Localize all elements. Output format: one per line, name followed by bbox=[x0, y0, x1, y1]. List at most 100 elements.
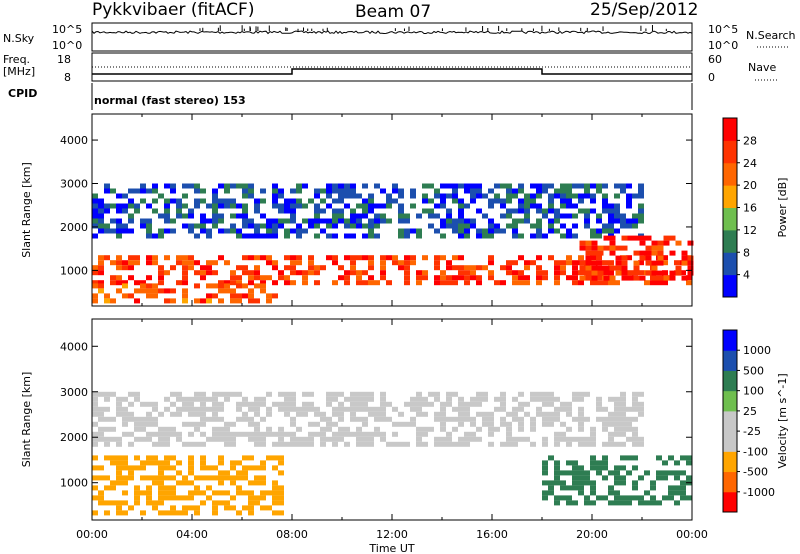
data-cell bbox=[662, 470, 668, 476]
data-cell bbox=[350, 233, 356, 239]
data-cell bbox=[434, 260, 440, 266]
data-cell bbox=[224, 436, 230, 442]
data-cell bbox=[206, 283, 212, 289]
data-cell bbox=[200, 270, 206, 276]
data-cell bbox=[188, 505, 194, 511]
data-cell bbox=[614, 218, 620, 224]
data-cell bbox=[590, 485, 596, 491]
data-cell bbox=[524, 208, 530, 214]
data-cell bbox=[548, 193, 554, 199]
data-cell bbox=[428, 208, 434, 214]
data-cell bbox=[446, 183, 452, 189]
data-cell bbox=[578, 183, 584, 189]
data-cell bbox=[416, 431, 422, 437]
velocity-colorbar-label: 500 bbox=[743, 364, 764, 377]
data-cell bbox=[404, 270, 410, 276]
data-cell bbox=[278, 441, 284, 447]
data-cell bbox=[116, 441, 122, 447]
data-cell bbox=[566, 203, 572, 209]
data-cell bbox=[254, 228, 260, 234]
data-cell bbox=[188, 406, 194, 412]
data-cell bbox=[518, 391, 524, 397]
data-cell bbox=[620, 441, 626, 447]
data-cell bbox=[428, 223, 434, 229]
data-cell bbox=[632, 193, 638, 199]
data-cell bbox=[614, 411, 620, 417]
data-cell bbox=[476, 228, 482, 234]
data-cell bbox=[296, 441, 302, 447]
data-cell bbox=[626, 218, 632, 224]
data-cell bbox=[560, 470, 566, 476]
data-cell bbox=[440, 441, 446, 447]
data-cell bbox=[572, 280, 578, 286]
data-cell bbox=[639, 235, 646, 241]
data-cell bbox=[200, 431, 206, 437]
data-cell bbox=[200, 198, 206, 204]
data-cell bbox=[464, 406, 470, 412]
data-cell bbox=[344, 188, 350, 194]
data-cell bbox=[560, 260, 566, 266]
data-cell bbox=[572, 396, 578, 402]
data-cell bbox=[260, 223, 266, 229]
data-cell bbox=[158, 228, 164, 234]
data-cell bbox=[200, 391, 206, 397]
data-cell bbox=[254, 421, 260, 427]
data-cell bbox=[332, 260, 338, 266]
data-cell bbox=[230, 421, 236, 427]
data-cell bbox=[326, 255, 332, 261]
data-cell bbox=[218, 475, 224, 481]
data-cell bbox=[320, 218, 326, 224]
data-cell bbox=[230, 183, 236, 189]
data-cell bbox=[254, 233, 260, 239]
data-cell bbox=[344, 275, 350, 281]
data-cell bbox=[656, 470, 662, 476]
data-cell bbox=[200, 188, 206, 194]
data-cell bbox=[669, 235, 676, 241]
data-cell bbox=[164, 441, 170, 447]
data-cell bbox=[422, 270, 428, 276]
data-cell bbox=[482, 411, 488, 417]
data-cell bbox=[98, 495, 104, 501]
data-cell bbox=[260, 213, 266, 219]
data-cell bbox=[194, 223, 200, 229]
data-cell bbox=[542, 465, 548, 471]
data-cell bbox=[356, 406, 362, 412]
data-cell bbox=[320, 436, 326, 442]
data-cell bbox=[674, 460, 680, 466]
data-cell bbox=[200, 213, 206, 219]
data-cell bbox=[332, 255, 338, 261]
data-cell bbox=[188, 228, 194, 234]
data-cell bbox=[572, 480, 578, 486]
data-cell bbox=[158, 265, 164, 271]
data-cell bbox=[284, 411, 290, 417]
data-cell bbox=[590, 431, 596, 437]
data-cell bbox=[584, 495, 590, 501]
data-cell bbox=[410, 401, 416, 407]
data-cell bbox=[446, 260, 452, 266]
data-cell bbox=[554, 188, 560, 194]
power-heatmap bbox=[92, 183, 694, 304]
data-cell bbox=[206, 416, 212, 422]
data-cell bbox=[104, 475, 110, 481]
data-cell bbox=[158, 460, 164, 466]
data-cell bbox=[128, 416, 134, 422]
data-cell bbox=[182, 270, 188, 276]
data-cell bbox=[687, 255, 694, 261]
data-cell bbox=[110, 460, 116, 466]
data-cell bbox=[350, 391, 356, 397]
data-cell bbox=[476, 265, 482, 271]
data-cell bbox=[140, 188, 146, 194]
data-cell bbox=[146, 460, 152, 466]
data-cell bbox=[182, 213, 188, 219]
data-cell bbox=[639, 255, 646, 261]
data-cell bbox=[620, 391, 626, 397]
data-cell bbox=[603, 235, 610, 241]
data-cell bbox=[464, 183, 470, 189]
data-cell bbox=[368, 255, 374, 261]
data-cell bbox=[608, 213, 614, 219]
data-cell bbox=[651, 265, 658, 271]
data-cell bbox=[164, 465, 170, 471]
data-cell bbox=[200, 218, 206, 224]
data-cell bbox=[272, 455, 278, 461]
data-cell bbox=[506, 431, 512, 437]
